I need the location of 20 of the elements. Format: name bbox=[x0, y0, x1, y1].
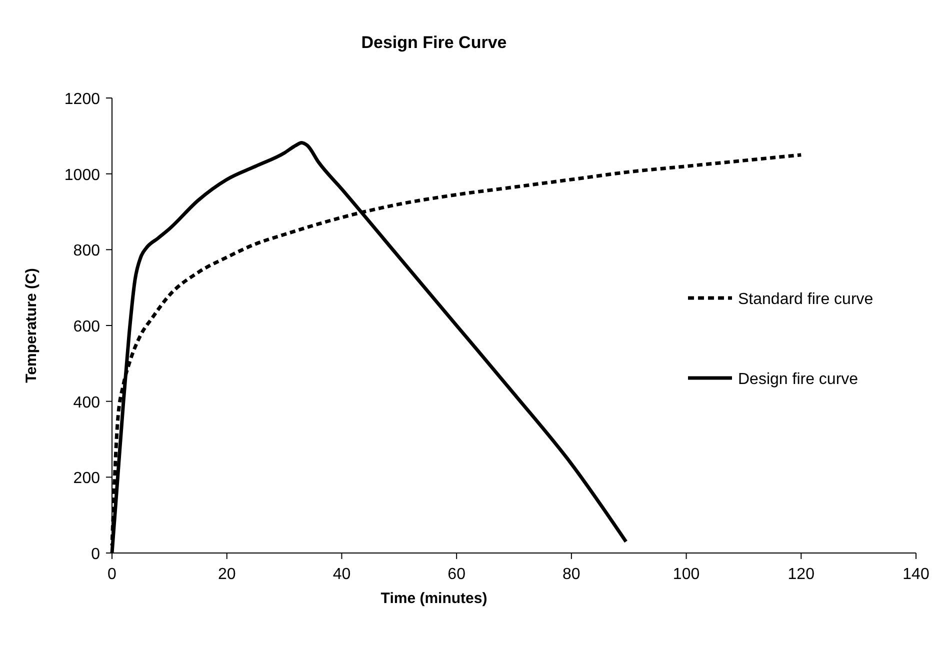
y-tick-label: 800 bbox=[73, 242, 100, 260]
y-axis-title: Temperature (C) bbox=[23, 268, 40, 383]
x-tick-label: 140 bbox=[902, 566, 930, 583]
x-tick-label: 20 bbox=[218, 566, 236, 583]
y-tick-label: 200 bbox=[73, 470, 100, 488]
chart-title: Design Fire Curve bbox=[361, 33, 507, 52]
x-tick-label: 100 bbox=[672, 566, 700, 583]
y-tick-label: 0 bbox=[91, 546, 100, 563]
y-tick-label: 1000 bbox=[64, 166, 100, 184]
y-tick-label: 600 bbox=[73, 318, 100, 336]
x-tick-label: 40 bbox=[332, 566, 351, 583]
legend-label: Standard fire curve bbox=[738, 291, 874, 308]
x-tick-label: 60 bbox=[448, 566, 466, 583]
x-axis-title: Time (minutes) bbox=[380, 590, 488, 607]
x-tick-label: 120 bbox=[788, 566, 815, 583]
x-tick-label: 80 bbox=[562, 566, 580, 583]
y-tick-label: 1200 bbox=[64, 91, 100, 108]
x-tick-label: 0 bbox=[108, 566, 117, 583]
legend-label: Design fire curve bbox=[738, 371, 858, 388]
y-tick-label: 400 bbox=[73, 394, 100, 412]
